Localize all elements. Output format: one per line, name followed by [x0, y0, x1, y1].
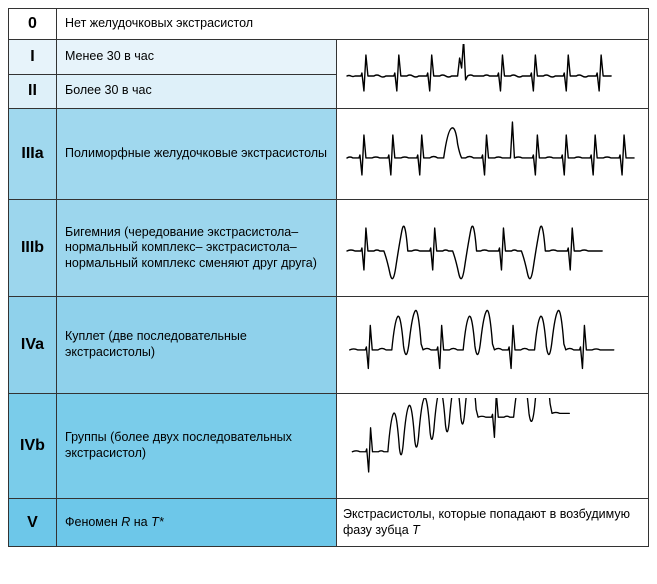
table-row: 0Нет желудочковых экстрасистол	[9, 9, 649, 40]
description-cell: Полиморфные желудочковые экстрасистолы	[57, 109, 337, 200]
class-cell: V	[9, 499, 57, 547]
ecg-waveform-polymorphic	[343, 113, 642, 195]
table-row: IVbГруппы (более двух последовательных э…	[9, 394, 649, 499]
classification-table: 0Нет желудочковых экстрасистолIМенее 30 …	[8, 8, 649, 547]
waveform-cell	[337, 394, 649, 499]
class-cell: I	[9, 40, 57, 75]
description-cell: Менее 30 в час	[57, 40, 337, 75]
waveform-cell	[337, 200, 649, 297]
waveform-cell	[337, 297, 649, 394]
class-cell: IVb	[9, 394, 57, 499]
table-row: IМенее 30 в час	[9, 40, 649, 75]
ecg-waveform-rare	[343, 44, 642, 104]
waveform-cell	[337, 109, 649, 200]
table-row: IIIaПолиморфные желудочковые экстрасисто…	[9, 109, 649, 200]
waveform-cell: Экстрасистолы, которые попадают в возбуд…	[337, 499, 649, 547]
class-cell: IIIa	[9, 109, 57, 200]
wave-text: Экстрасистолы, которые попадают в возбуд…	[343, 507, 630, 537]
table-row: IIIbБигемния (чередование экстрасистола–…	[9, 200, 649, 297]
waveform-cell	[337, 40, 649, 109]
description-cell: Нет желудочковых экстрасистол	[57, 9, 649, 40]
table-row: VФеномен R на T*Экстрасистолы, которые п…	[9, 499, 649, 547]
description-cell: Куплет (две последовательные экстрасисто…	[57, 297, 337, 394]
ecg-waveform-couplet	[343, 301, 642, 389]
description-cell: Более 30 в час	[57, 74, 337, 109]
class-cell: 0	[9, 9, 57, 40]
description-cell: Феномен R на T*	[57, 499, 337, 547]
class-cell: II	[9, 74, 57, 109]
class-cell: IIIb	[9, 200, 57, 297]
description-cell: Бигемния (чередование экстрасистола–норм…	[57, 200, 337, 297]
description-cell: Группы (более двух последовательных экст…	[57, 394, 337, 499]
class-cell: IVa	[9, 297, 57, 394]
table-row: IVaКуплет (две последовательные экстраси…	[9, 297, 649, 394]
ecg-waveform-bigeminy	[343, 204, 642, 292]
ecg-waveform-runs	[343, 398, 642, 494]
